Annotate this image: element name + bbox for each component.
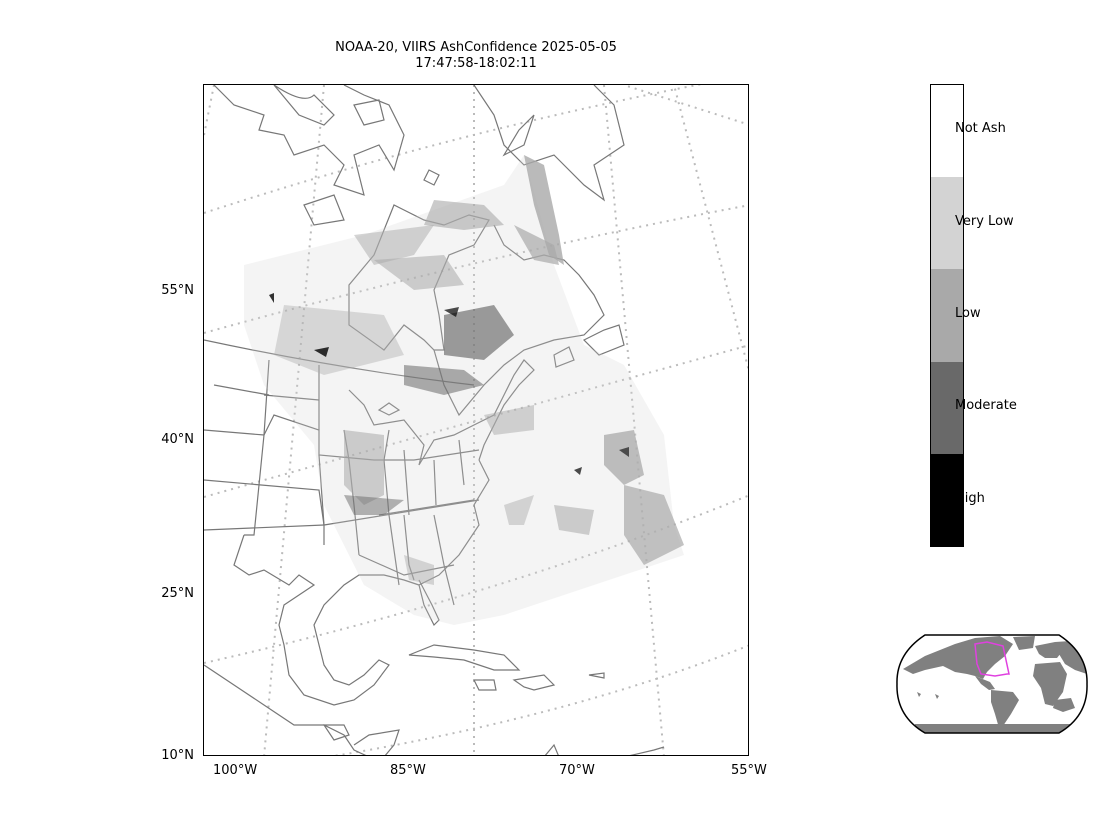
coastlines (204, 85, 665, 755)
colorbar-label-moderate: Moderate (955, 398, 1017, 413)
colorbar-segment-very-low (931, 177, 963, 270)
inset-footprint-outline (974, 641, 1010, 677)
inset-land (896, 635, 1088, 733)
lon-label-55w: 55°W (731, 763, 767, 778)
inset-locator-map (896, 634, 1088, 734)
lat-label-55: 55°N (161, 283, 194, 298)
graticule (204, 85, 748, 755)
colorbar-label-very-low: Very Low (955, 214, 1014, 229)
colorbar-segment-high (931, 453, 963, 547)
lon-label-70w: 70°W (559, 763, 595, 778)
inset-globe-outline (896, 634, 1088, 734)
colorbar-segment-low (931, 269, 963, 362)
lat-label-10: 10°N (161, 748, 194, 763)
colorbar-segment-moderate (931, 361, 963, 454)
lon-label-100w: 100°W (213, 763, 258, 778)
colorbar (930, 84, 964, 547)
lat-label-40: 40°N (161, 432, 194, 447)
ash-swath (244, 155, 684, 625)
map-title: NOAA-20, VIIRS AshConfidence 2025-05-05 … (203, 40, 749, 72)
map-panel (203, 84, 749, 756)
lat-label-25: 25°N (161, 586, 194, 601)
lon-label-85w: 85°W (390, 763, 426, 778)
title-line-1: NOAA-20, VIIRS AshConfidence 2025-05-05 (335, 40, 617, 55)
title-line-2: 17:47:58-18:02:11 (415, 56, 537, 71)
colorbar-label-not-ash: Not Ash (955, 121, 1006, 136)
map-canvas (204, 85, 748, 755)
colorbar-label-low: Low (955, 306, 981, 321)
colorbar-label-high: High (955, 491, 985, 506)
colorbar-segment-not-ash (931, 85, 963, 178)
